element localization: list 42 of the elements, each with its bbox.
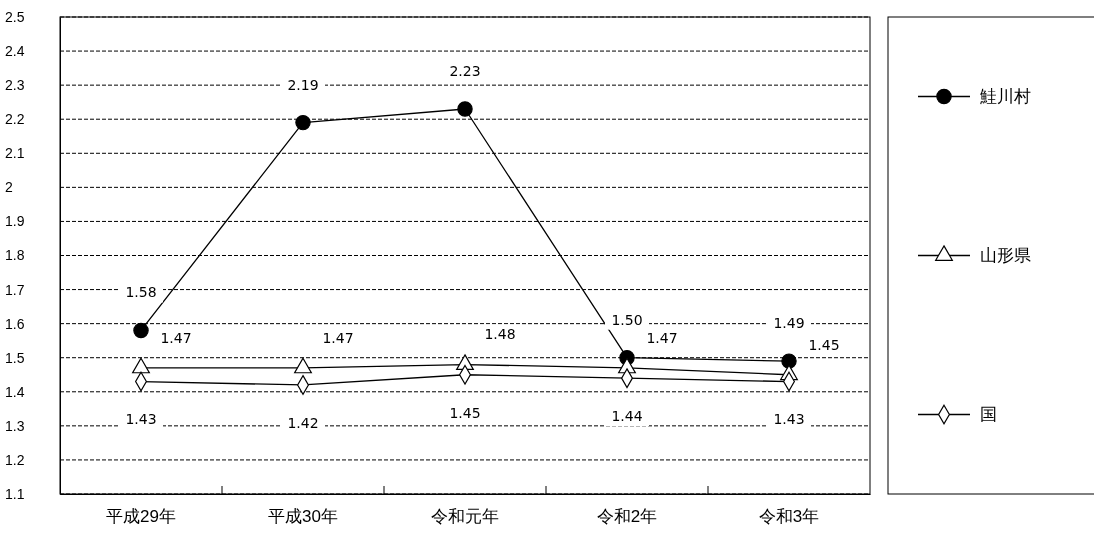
y-tick-label: 2.2 — [5, 111, 25, 128]
data-label: 1.50 — [611, 311, 643, 328]
data-label: 1.43 — [125, 411, 157, 428]
data-label: 2.23 — [449, 62, 481, 79]
x-tick-label: 令和3年 — [758, 507, 820, 527]
y-tick-label: 2.4 — [5, 43, 25, 60]
x-tick-label: 平成29年 — [106, 507, 176, 527]
data-label: 1.45 — [449, 404, 481, 421]
point — [781, 353, 797, 369]
point — [133, 322, 149, 339]
point — [457, 101, 473, 117]
y-tick-label: 1.2 — [5, 451, 25, 468]
legend-label: 国 — [980, 404, 997, 425]
y-tick-label: 1.7 — [5, 281, 25, 298]
y-tick-label: 1.5 — [5, 349, 25, 366]
y-tick-label: 2.1 — [5, 145, 25, 162]
data-label: 1.43 — [773, 411, 805, 428]
data-label: 1.47 — [160, 329, 192, 346]
data-label: 1.47 — [646, 329, 678, 346]
y-tick-label: 1.8 — [5, 247, 25, 264]
y-tick-label: 1.3 — [5, 417, 25, 434]
y-tick-label: 1.9 — [5, 213, 25, 230]
y-tick-label: 1.1 — [5, 485, 25, 502]
legend-label: 鮭川村 — [980, 86, 1031, 107]
data-label: 1.44 — [611, 408, 643, 425]
data-label: 1.58 — [125, 284, 157, 301]
data-label: 1.42 — [287, 414, 319, 431]
y-tick-label: 1.4 — [5, 383, 25, 400]
legend-label: 山形県 — [980, 245, 1031, 266]
y-tick-label: 2 — [5, 179, 13, 196]
data-label: 1.47 — [322, 329, 354, 346]
x-tick-label: 令和元年 — [431, 507, 499, 527]
x-tick-label: 平成30年 — [268, 507, 338, 527]
x-tick-label: 令和2年 — [596, 507, 658, 527]
data-label: 1.49 — [773, 315, 805, 332]
y-tick-label: 2.5 — [5, 8, 25, 25]
data-label: 2.19 — [287, 76, 319, 93]
y-tick-label: 2.3 — [5, 77, 25, 94]
data-label: 1.45 — [808, 336, 840, 353]
point — [295, 114, 311, 131]
y-tick-label: 1.6 — [5, 315, 25, 332]
data-label: 1.48 — [484, 326, 516, 343]
